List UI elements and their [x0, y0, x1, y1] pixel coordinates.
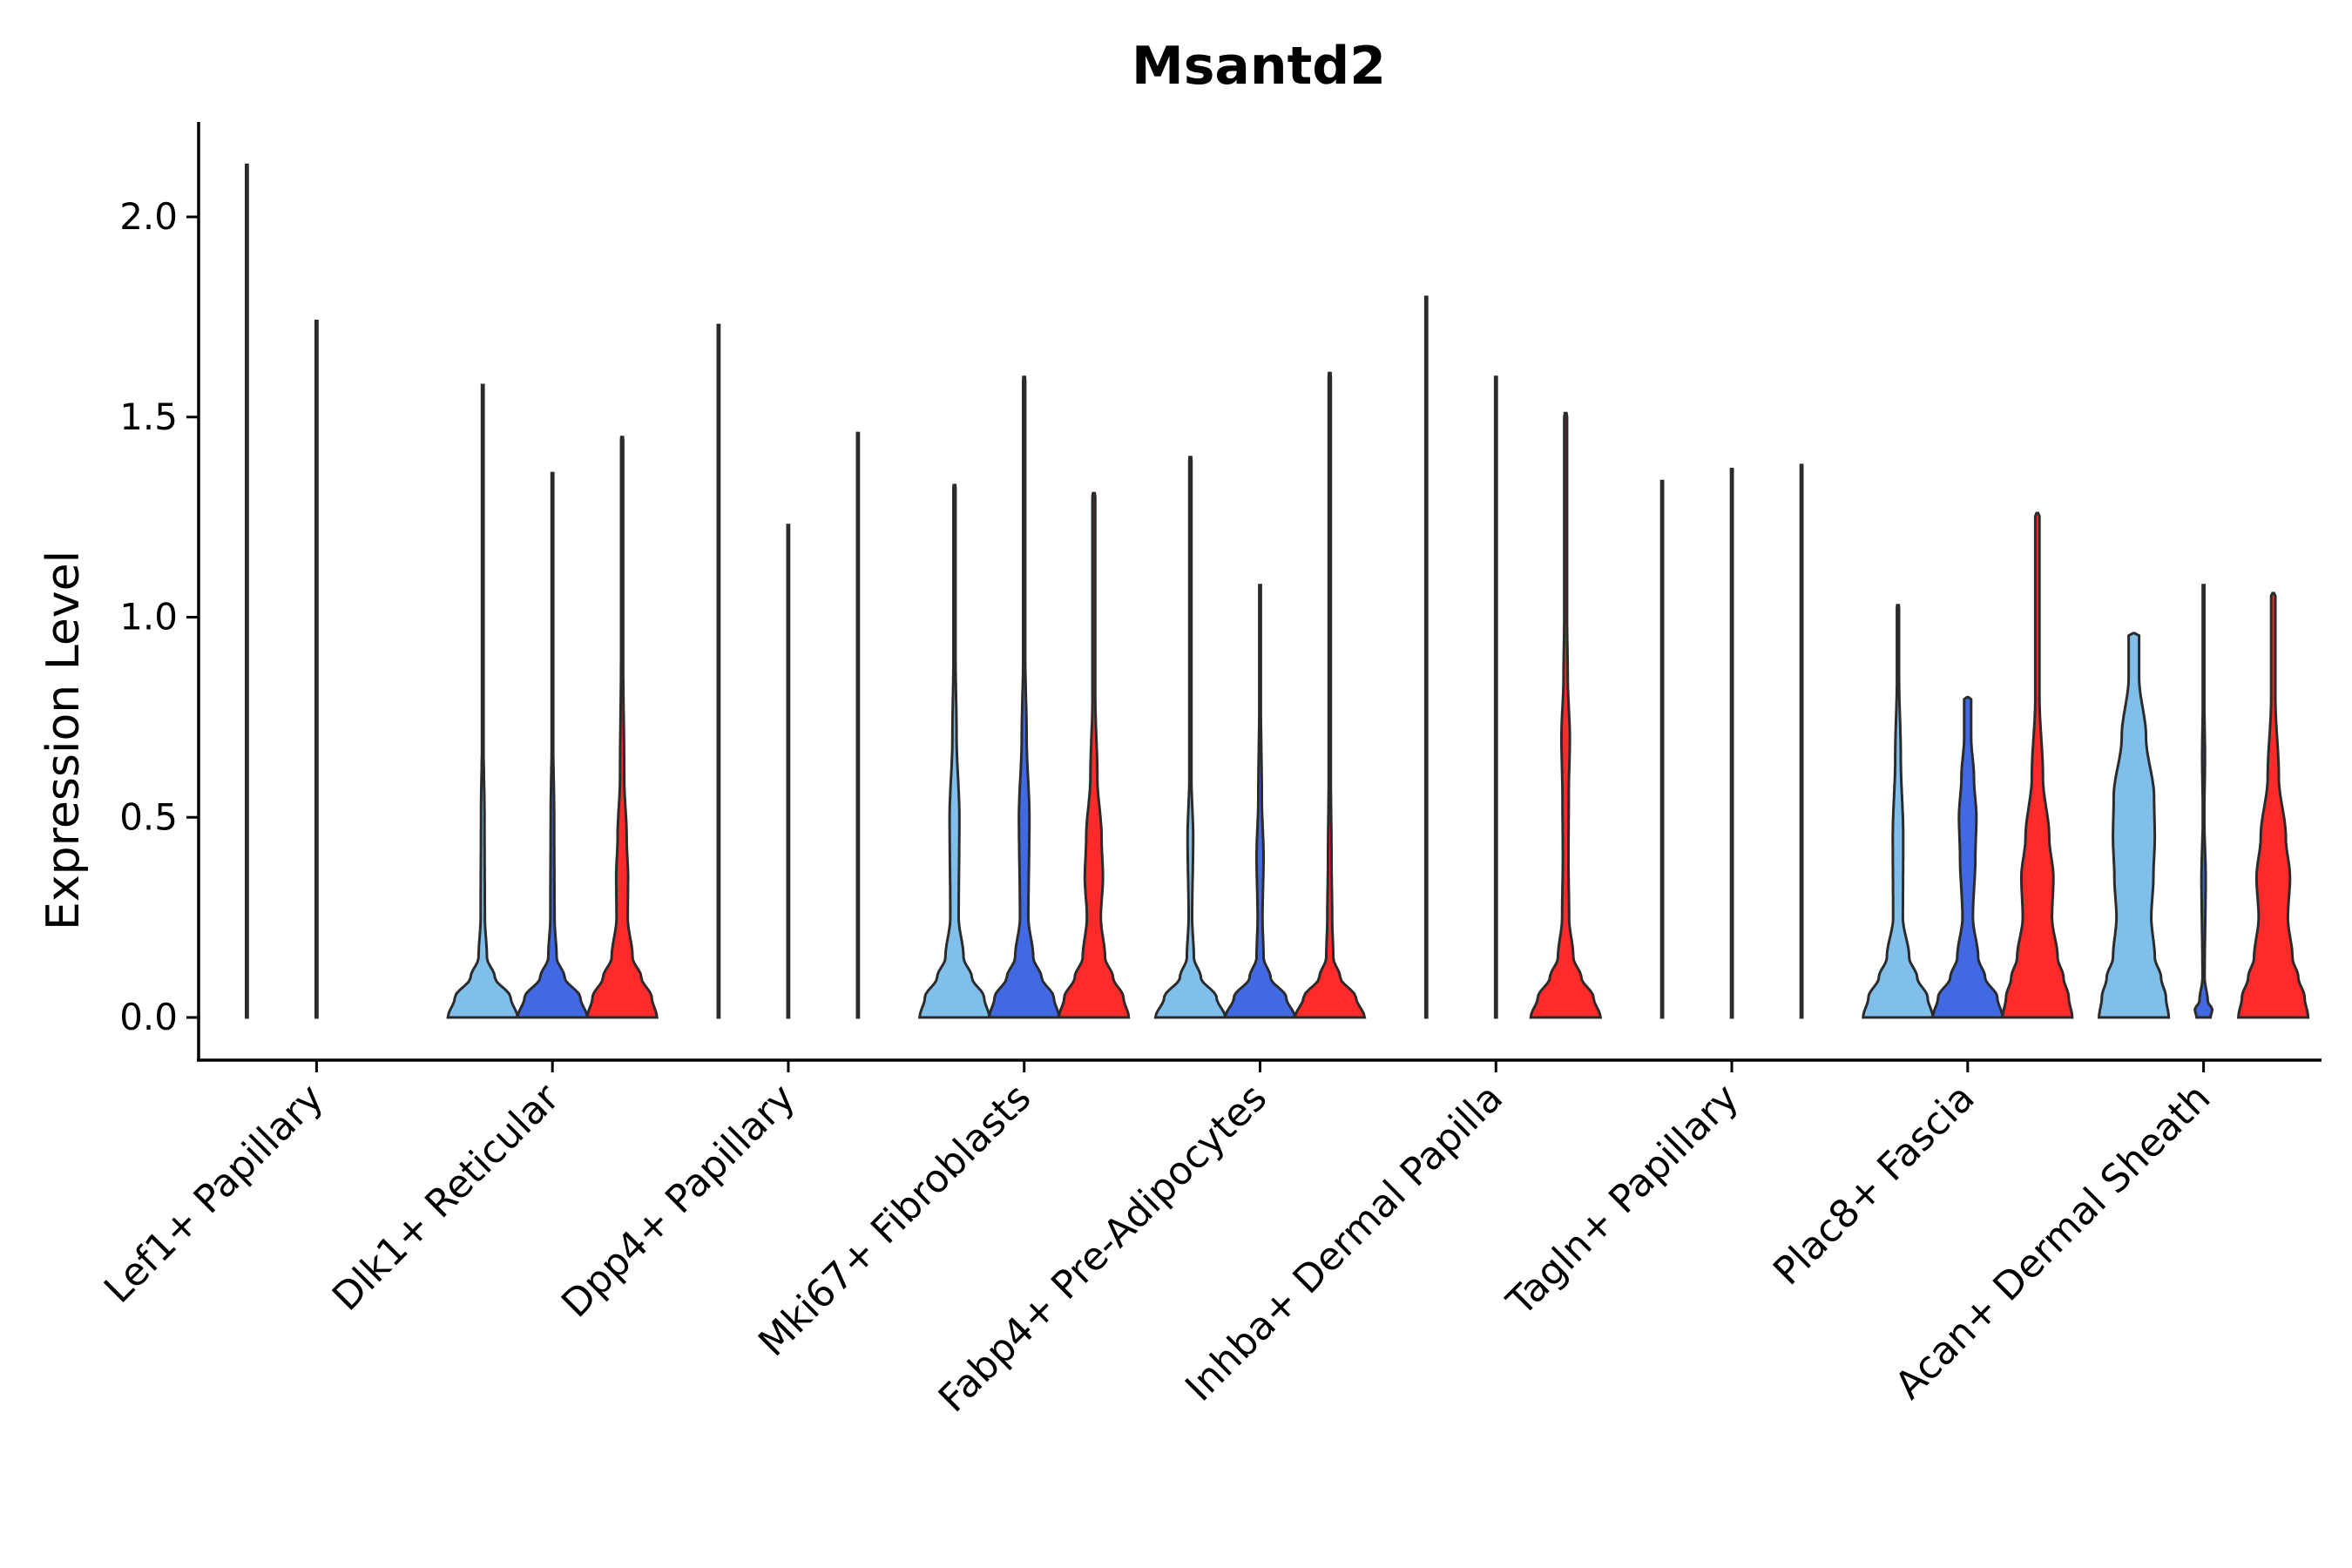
y-tick-label: 1.0 — [119, 596, 178, 639]
violin-5-2 — [1223, 584, 1297, 1019]
x-tick-label: Plac8+ Fascia — [1765, 1076, 1984, 1294]
y-axis-label: Expression Level — [37, 551, 90, 930]
violin-9-1 — [2098, 632, 2171, 1019]
chart-title: Msantd2 — [1132, 36, 1386, 97]
x-tick-label: Dpp4+ Papillary — [553, 1076, 804, 1327]
violin-4-3 — [1057, 491, 1131, 1019]
violin-8-3 — [2001, 511, 2074, 1019]
y-tick-label: 1.5 — [119, 395, 178, 438]
violin-3-2 — [786, 524, 791, 1019]
y-tick-label: 2.0 — [119, 195, 178, 238]
y-tick-label: 0.5 — [119, 795, 178, 838]
violin-6-1 — [1423, 295, 1429, 1019]
violin-7-2 — [1729, 468, 1734, 1019]
x-tick-label: Lef1+ Papillary — [96, 1076, 332, 1312]
y-axis-ticks: 0.0 0.5 1.0 1.5 2.0 — [119, 195, 199, 1038]
violin-8-1 — [1862, 604, 1935, 1019]
violins-layer — [245, 163, 2310, 1019]
violin-8-2 — [1931, 695, 2004, 1019]
violin-1-2 — [314, 320, 319, 1019]
violin-5-1 — [1153, 456, 1227, 1019]
violin-4-2 — [987, 375, 1061, 1019]
violin-9-2 — [2193, 584, 2214, 1019]
violin-2-2 — [516, 471, 589, 1019]
violin-5-3 — [1293, 371, 1367, 1019]
violin-3-3 — [855, 431, 861, 1019]
violin-6-3 — [1529, 411, 1603, 1019]
x-tick-label: Mki67+ Fibroblasts — [750, 1076, 1039, 1365]
y-tick-label: 0.0 — [119, 996, 178, 1038]
violin-9-3 — [2236, 591, 2310, 1019]
violin-2-1 — [446, 383, 519, 1019]
violin-3-1 — [716, 323, 721, 1019]
violin-7-1 — [1659, 479, 1665, 1019]
violin-2-3 — [585, 436, 659, 1019]
violin-4-1 — [917, 483, 991, 1019]
x-tick-label: Dlk1+ Reticular — [324, 1075, 569, 1320]
violin-1-1 — [245, 163, 249, 1019]
violin-7-3 — [1799, 463, 1804, 1019]
violin-6-2 — [1493, 375, 1498, 1019]
x-tick-label: Tagln+ Papillary — [1498, 1076, 1747, 1325]
